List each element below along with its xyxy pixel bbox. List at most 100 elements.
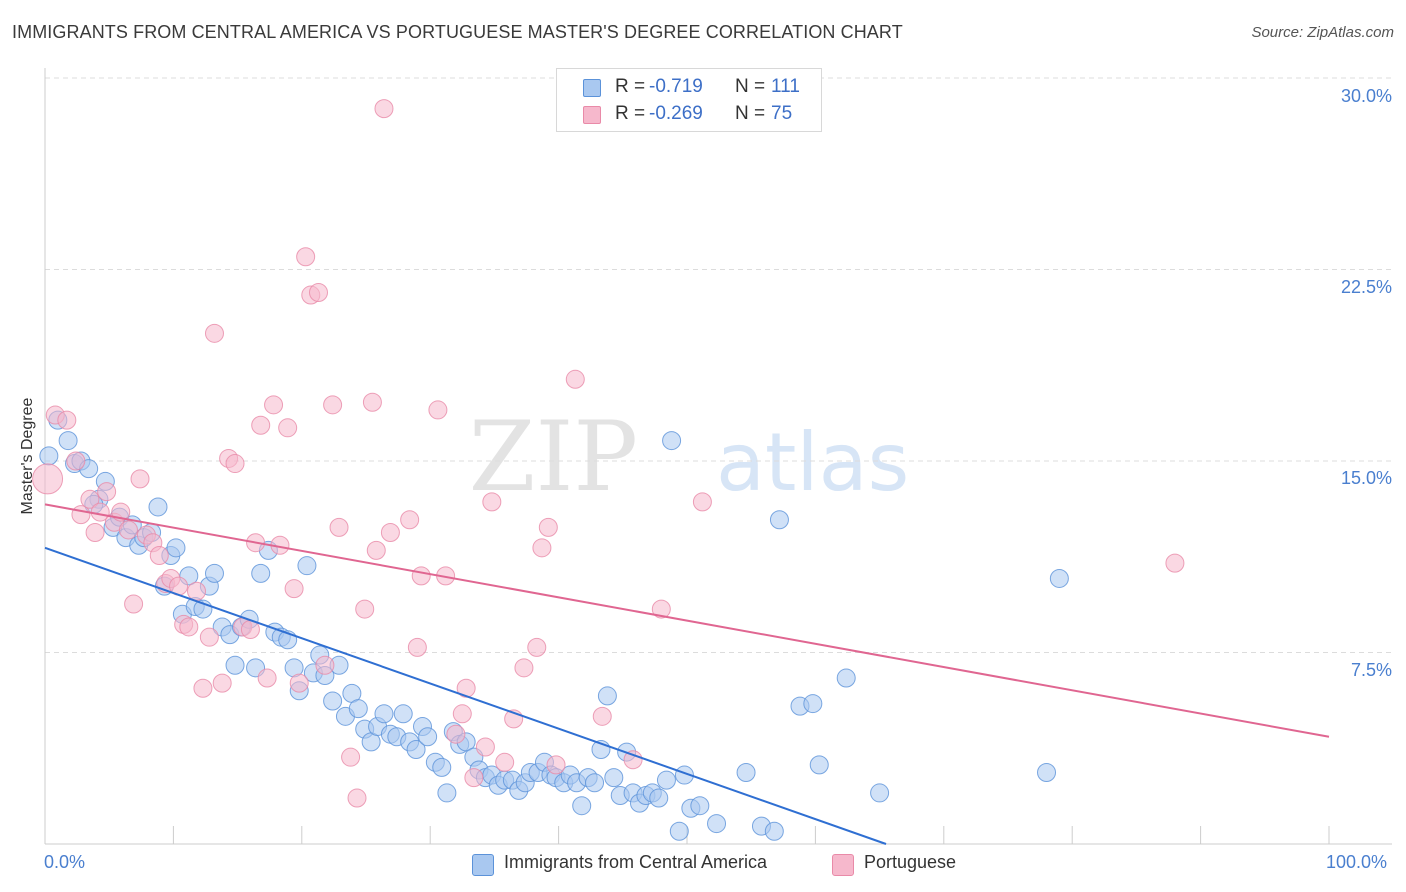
legend-r-value: -0.719 <box>649 76 703 97</box>
point-central-america <box>1037 763 1057 783</box>
trend-line-portuguese <box>44 503 1330 738</box>
bottom-legend-swatch-pink <box>832 854 854 876</box>
point-portuguese <box>495 752 515 772</box>
point-portuguese <box>204 323 224 343</box>
bottom-legend-label: Immigrants from Central America <box>504 852 768 872</box>
x-tick-label-min: 0.0% <box>44 852 86 872</box>
point-portuguese <box>475 737 495 757</box>
point-portuguese <box>623 750 643 770</box>
point-portuguese <box>124 594 144 614</box>
legend-r-label: R = <box>615 76 646 97</box>
point-portuguese <box>400 510 420 530</box>
chart-title: IMMIGRANTS FROM CENTRAL AMERICA VS PORTU… <box>12 22 903 42</box>
point-central-america <box>736 763 756 783</box>
legend-row-central-america: R = -0.719 N = 111 <box>557 74 821 100</box>
point-portuguese <box>355 599 375 619</box>
source-label: Source: ZipAtlas.com <box>1251 24 1394 41</box>
point-central-america <box>393 704 413 724</box>
point-central-america <box>166 538 186 558</box>
point-portuguese <box>66 451 86 471</box>
point-central-america <box>649 788 669 808</box>
point-portuguese <box>118 520 138 540</box>
point-portuguese <box>264 395 284 415</box>
point-portuguese <box>97 482 117 502</box>
point-portuguese <box>366 540 386 560</box>
legend-row-portuguese: R = -0.269 N = 75 <box>557 101 821 127</box>
point-portuguese <box>482 492 502 512</box>
point-portuguese <box>546 755 566 775</box>
point-central-america <box>764 821 784 841</box>
point-central-america <box>58 431 78 451</box>
point-portuguese <box>407 637 427 657</box>
point-portuguese <box>179 617 199 637</box>
point-portuguese <box>464 768 484 788</box>
point-central-america <box>1049 568 1069 588</box>
point-portuguese <box>57 410 77 430</box>
point-portuguese <box>329 517 349 537</box>
watermark-atlas: atlas <box>716 416 909 509</box>
y-tick-label-30: 30.0% <box>1340 86 1392 106</box>
legend-n-label: N = <box>735 103 766 124</box>
point-central-america <box>251 563 271 583</box>
legend-n-value: 111 <box>771 76 800 97</box>
point-central-america <box>418 727 438 747</box>
point-portuguese <box>1165 553 1185 573</box>
point-portuguese <box>257 668 277 688</box>
point-portuguese <box>446 724 466 744</box>
point-central-america <box>432 757 452 777</box>
point-portuguese <box>347 788 367 808</box>
y-tick-label-22-5: 22.5% <box>1340 277 1392 297</box>
point-central-america <box>225 655 245 675</box>
point-portuguese <box>278 418 298 438</box>
point-central-america <box>437 783 457 803</box>
legend-swatch-pink <box>583 106 601 124</box>
point-central-america <box>406 740 426 760</box>
point-portuguese <box>130 469 150 489</box>
point-central-america <box>656 770 676 790</box>
trend-line-central-america <box>44 546 887 845</box>
point-central-america <box>374 704 394 724</box>
point-portuguese <box>199 627 219 647</box>
point-central-america <box>572 796 592 816</box>
point-portuguese <box>225 454 245 474</box>
point-portuguese <box>527 637 547 657</box>
point-portuguese <box>514 658 534 678</box>
point-portuguese <box>592 706 612 726</box>
point-central-america <box>803 694 823 714</box>
legend-n-value: 75 <box>771 103 793 124</box>
point-portuguese <box>362 392 382 412</box>
point-portuguese <box>692 492 712 512</box>
point-portuguese <box>85 522 105 542</box>
point-portuguese <box>315 655 335 675</box>
point-central-america <box>297 556 317 576</box>
bottom-legend-swatch-blue <box>472 854 494 876</box>
point-portuguese <box>411 566 431 586</box>
point-portuguese <box>296 247 316 267</box>
point-portuguese <box>323 395 343 415</box>
y-tick-label-15: 15.0% <box>1340 468 1392 488</box>
point-central-america <box>662 431 682 451</box>
point-portuguese <box>452 704 472 724</box>
point-central-america <box>690 796 710 816</box>
point-central-america <box>836 668 856 688</box>
point-central-america <box>809 755 829 775</box>
y-tick-label-7-5: 7.5% <box>1350 660 1392 680</box>
point-portuguese <box>374 99 394 119</box>
point-portuguese <box>651 599 671 619</box>
point-central-america <box>148 497 168 517</box>
legend-r-label: R = <box>615 103 646 124</box>
point-central-america <box>597 686 617 706</box>
point-portuguese <box>149 545 169 565</box>
point-central-america <box>669 821 689 841</box>
point-central-america <box>707 814 727 834</box>
point-central-america <box>769 510 789 530</box>
legend-swatch-blue <box>583 79 601 97</box>
bottom-legend-label: Portuguese <box>864 852 957 872</box>
point-portuguese <box>80 489 100 509</box>
x-tick-label-max: 100.0% <box>1326 852 1388 872</box>
point-portuguese <box>428 400 448 420</box>
point-portuguese <box>212 673 232 693</box>
point-portuguese <box>456 678 476 698</box>
legend-r-value: -0.269 <box>649 103 703 124</box>
